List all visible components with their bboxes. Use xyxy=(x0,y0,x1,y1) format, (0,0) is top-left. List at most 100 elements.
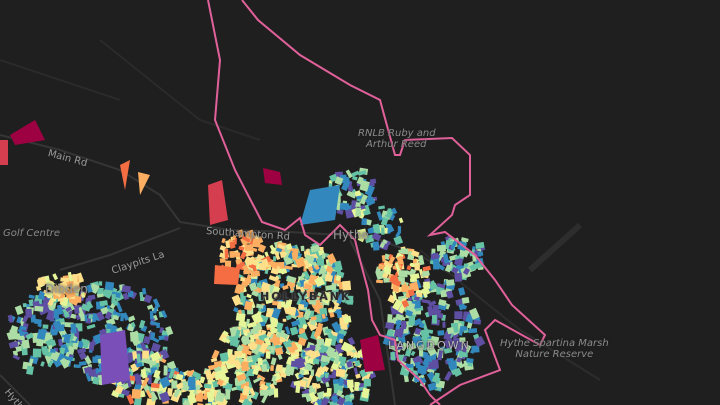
building xyxy=(291,251,298,261)
building xyxy=(49,350,61,362)
building xyxy=(152,304,160,314)
building xyxy=(444,264,453,273)
shore-road xyxy=(419,249,601,381)
building xyxy=(127,315,136,323)
building xyxy=(35,285,42,292)
building xyxy=(347,336,356,346)
building xyxy=(440,289,449,298)
building xyxy=(199,376,206,384)
building xyxy=(225,240,231,249)
building xyxy=(240,336,251,347)
building xyxy=(269,244,277,255)
building xyxy=(246,273,252,282)
building xyxy=(387,324,393,330)
building xyxy=(156,322,161,329)
building xyxy=(289,326,299,336)
building xyxy=(274,347,284,356)
building xyxy=(393,235,404,246)
building xyxy=(244,244,254,251)
building xyxy=(224,249,229,259)
building xyxy=(285,343,292,348)
building xyxy=(329,267,333,274)
building xyxy=(443,253,450,264)
building xyxy=(252,238,261,248)
building xyxy=(149,351,161,362)
building xyxy=(141,376,150,388)
building xyxy=(242,385,250,396)
building xyxy=(324,372,330,379)
building xyxy=(306,288,316,298)
building xyxy=(62,308,70,318)
building xyxy=(86,323,96,330)
building xyxy=(381,255,386,262)
building xyxy=(382,210,388,215)
building xyxy=(100,330,130,385)
langdown-label: LANGDOWN xyxy=(388,339,471,352)
building xyxy=(211,349,220,360)
building xyxy=(300,185,340,225)
building xyxy=(231,386,238,392)
building xyxy=(131,388,141,399)
building xyxy=(235,312,246,322)
building xyxy=(309,344,316,351)
building xyxy=(141,287,147,295)
claypits-lane xyxy=(59,227,181,271)
building xyxy=(255,322,263,331)
building xyxy=(175,373,184,381)
building xyxy=(258,342,269,354)
building xyxy=(12,354,21,361)
building xyxy=(134,374,142,385)
building xyxy=(362,209,370,216)
building xyxy=(52,320,63,331)
building xyxy=(209,387,216,394)
building xyxy=(173,388,181,398)
building xyxy=(475,241,485,250)
building xyxy=(51,329,57,336)
building xyxy=(142,350,149,359)
building xyxy=(88,341,95,351)
building xyxy=(239,251,247,260)
building xyxy=(308,385,314,392)
building xyxy=(153,369,161,379)
building xyxy=(355,373,361,379)
building xyxy=(38,276,47,286)
building xyxy=(458,325,464,336)
building xyxy=(446,327,455,335)
building xyxy=(350,201,357,209)
building xyxy=(469,307,480,320)
building xyxy=(312,358,320,365)
building xyxy=(341,280,352,291)
building xyxy=(331,321,342,333)
building xyxy=(417,254,425,266)
building xyxy=(375,270,387,281)
building xyxy=(208,370,217,382)
building xyxy=(395,319,402,330)
building xyxy=(240,292,244,303)
building xyxy=(398,270,408,278)
building xyxy=(129,331,139,342)
building xyxy=(242,264,250,274)
building xyxy=(229,251,235,258)
building xyxy=(363,378,371,387)
building xyxy=(428,300,437,307)
building xyxy=(159,391,171,403)
building xyxy=(449,254,458,261)
building xyxy=(121,285,132,293)
building xyxy=(394,262,401,271)
building xyxy=(249,334,255,342)
building xyxy=(378,205,385,210)
building xyxy=(388,253,394,260)
building xyxy=(88,314,94,319)
building xyxy=(303,363,313,372)
building xyxy=(16,316,22,324)
building xyxy=(406,363,414,369)
pier xyxy=(527,222,583,273)
building xyxy=(264,269,269,275)
building xyxy=(295,384,301,394)
building xyxy=(282,284,289,291)
building xyxy=(231,294,243,307)
building xyxy=(273,388,279,398)
building xyxy=(427,305,434,317)
building xyxy=(14,305,24,316)
